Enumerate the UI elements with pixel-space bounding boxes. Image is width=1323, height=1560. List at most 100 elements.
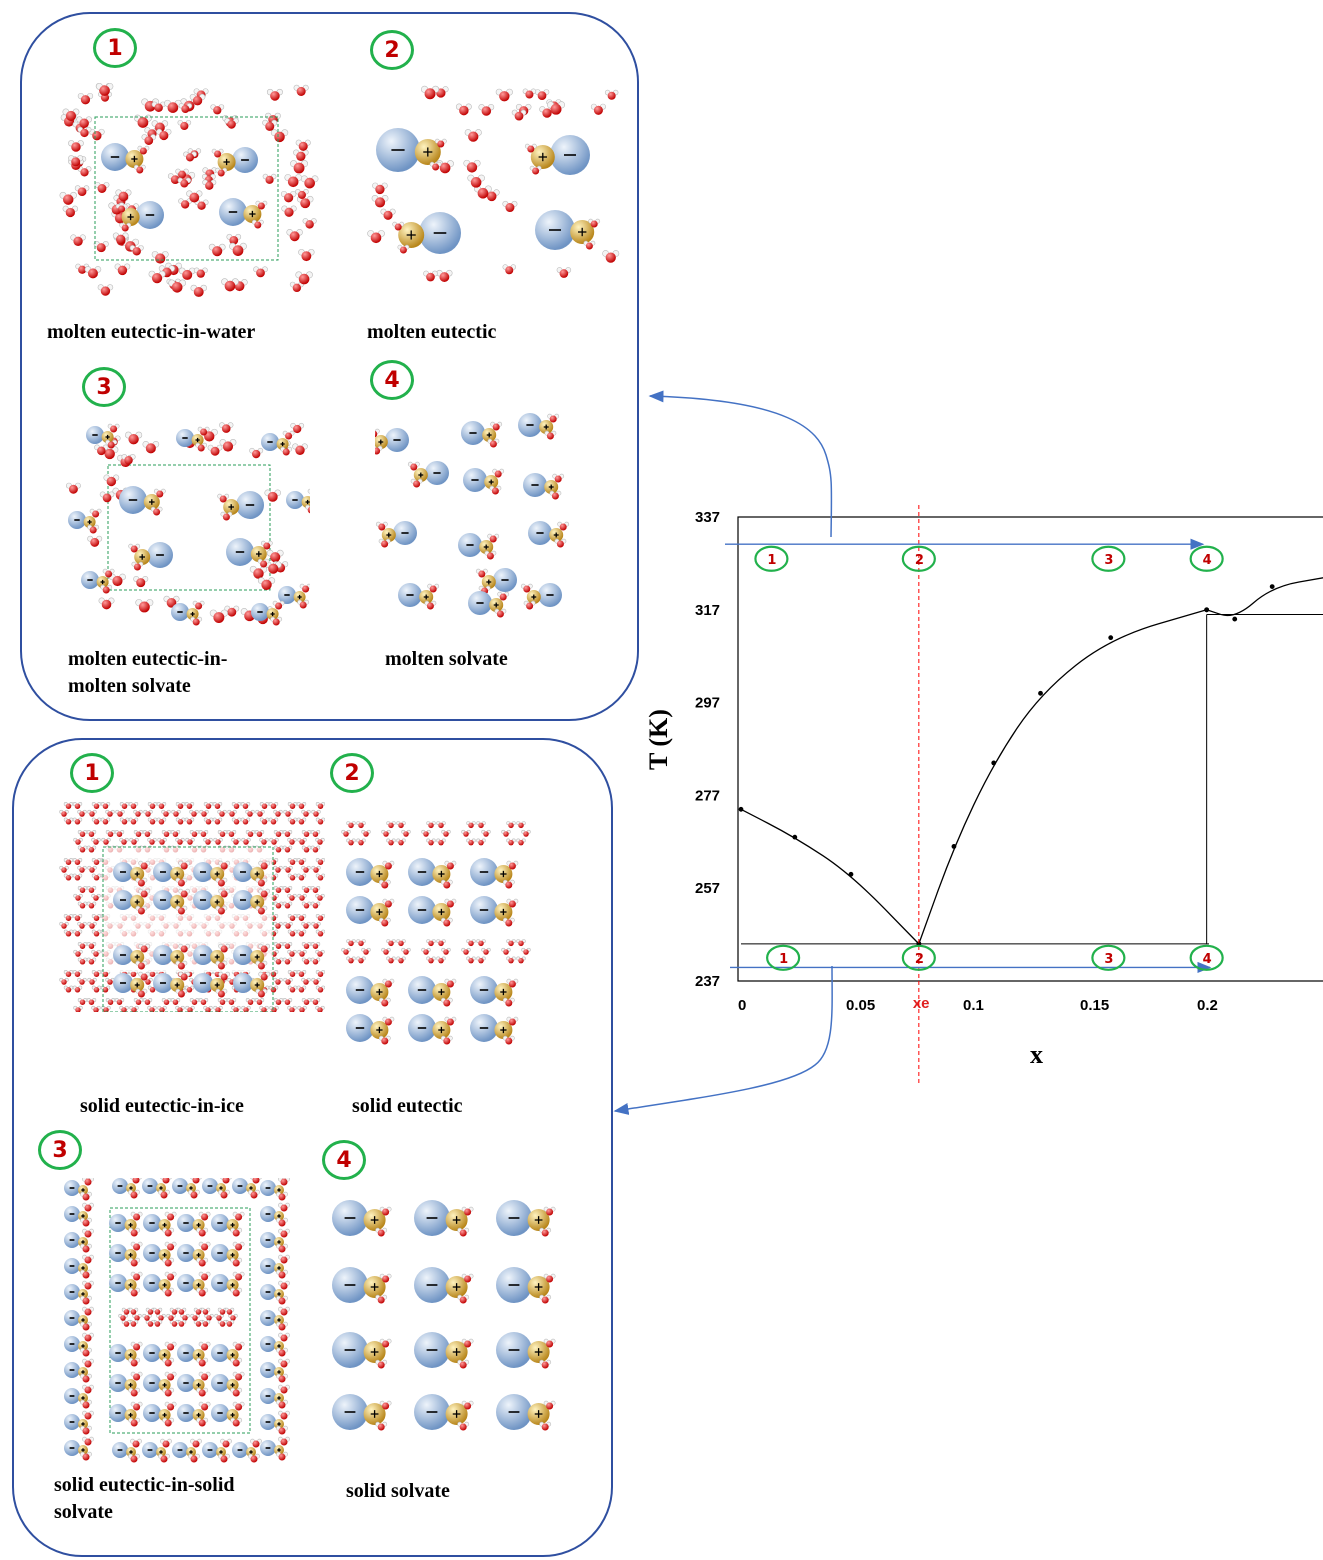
- anion-sphere: [176, 429, 194, 447]
- water-molecule: [215, 877, 228, 887]
- water-molecule: [255, 988, 268, 998]
- water-molecule: [229, 242, 247, 256]
- water-molecule: [287, 929, 298, 937]
- water-molecule: [276, 1243, 288, 1253]
- water-molecule: [162, 1417, 175, 1427]
- water-molecule: [282, 830, 293, 837]
- cation-sphere: [170, 895, 185, 909]
- water-molecule: [59, 809, 69, 817]
- water-molecule: [266, 549, 284, 563]
- water-molecule: [260, 540, 273, 550]
- water-molecule: [301, 957, 312, 965]
- water-molecule: [157, 837, 167, 845]
- water-molecule: [254, 998, 265, 1005]
- water-molecule: [476, 956, 486, 964]
- water-molecule: [224, 1307, 235, 1315]
- water-molecule: [487, 438, 500, 448]
- cation-sphere: [527, 1209, 550, 1231]
- caption-solid-eutectic: solid eutectic: [352, 1095, 463, 1117]
- water-molecule: [80, 1347, 92, 1357]
- water-molecule: [171, 809, 181, 817]
- cation-sphere: [216, 1183, 226, 1193]
- water-molecule: [150, 506, 163, 516]
- cation-sphere: [210, 978, 225, 992]
- cation-sphere: [549, 528, 564, 542]
- state-number-badge: 4: [322, 1140, 366, 1180]
- water-molecule: [287, 837, 297, 845]
- water-molecule: [161, 809, 171, 817]
- solid-eutectic-in-solid-solvate-illustration: [60, 1178, 305, 1463]
- anion-sphere: [233, 945, 253, 965]
- water-molecule: [346, 821, 356, 829]
- water-molecule: [156, 128, 172, 141]
- anion-sphere: [153, 890, 173, 910]
- water-molecule: [436, 821, 446, 829]
- water-molecule: [506, 939, 516, 947]
- anion-sphere: [468, 591, 492, 615]
- water-molecule: [94, 181, 110, 193]
- anion-sphere: [346, 896, 374, 924]
- anion-sphere: [113, 945, 133, 965]
- water-molecule: [315, 970, 325, 977]
- caption-line: molten solvate: [68, 675, 191, 697]
- anion-sphere: [177, 1214, 195, 1232]
- water-molecule: [516, 939, 526, 947]
- water-molecule: [87, 865, 97, 873]
- water-molecule: [99, 491, 115, 503]
- water-molecule: [273, 809, 283, 817]
- water-molecule: [529, 165, 542, 175]
- state-number-badge: 3: [82, 367, 126, 407]
- water-molecule: [240, 802, 251, 809]
- water-molecule: [77, 901, 88, 909]
- water-molecule: [259, 837, 269, 845]
- water-molecule: [262, 119, 278, 131]
- water-molecule: [396, 956, 406, 964]
- state-marker-label: 4: [1203, 952, 1212, 967]
- water-molecule: [143, 809, 153, 817]
- water-molecule: [175, 1005, 185, 1012]
- cation-sphere: [414, 139, 441, 165]
- water-molecule: [138, 860, 151, 870]
- water-molecule: [255, 960, 268, 970]
- water-molecule: [82, 1332, 94, 1342]
- water-molecule: [82, 1384, 94, 1394]
- cation-sphere: [432, 903, 451, 921]
- anion-sphere: [233, 890, 253, 910]
- data-point: [1038, 690, 1043, 696]
- water-molecule: [121, 1307, 132, 1315]
- water-molecule: [130, 1401, 143, 1411]
- molten-solvate-illustration: [375, 405, 590, 620]
- water-molecule: [196, 1387, 209, 1397]
- water-molecule: [74, 185, 90, 197]
- water-molecule: [506, 821, 516, 829]
- water-molecule: [386, 956, 396, 964]
- cation-sphere: [530, 145, 555, 169]
- x-tick-label: 0.05: [846, 997, 875, 1014]
- anion-sphere: [470, 896, 498, 924]
- anion-sphere: [143, 1344, 161, 1362]
- cation-sphere: [293, 591, 306, 603]
- anion-sphere: [64, 1362, 80, 1378]
- water-molecule: [259, 802, 270, 809]
- water-molecule: [378, 997, 391, 1007]
- cation-sphere: [130, 895, 145, 909]
- water-molecule: [346, 956, 356, 964]
- water-molecule: [378, 879, 391, 889]
- cation-sphere: [527, 1341, 550, 1363]
- water-molecule: [381, 829, 391, 837]
- water-molecule: [175, 837, 185, 845]
- water-molecule: [481, 829, 491, 837]
- cation-sphere: [274, 1185, 284, 1195]
- anion-sphere: [109, 1374, 127, 1392]
- anion-sphere: [233, 973, 253, 993]
- water-molecule: [164, 1371, 177, 1381]
- state-number-badge: 1: [93, 28, 137, 68]
- anion-sphere: [260, 1206, 276, 1222]
- water-molecule: [86, 957, 97, 965]
- anion-sphere: [136, 201, 164, 229]
- cation-sphere: [192, 1249, 205, 1261]
- water-molecule: [128, 817, 139, 825]
- anion-sphere: [177, 1244, 195, 1262]
- water-molecule: [494, 608, 507, 618]
- molten-eutectic-in-molten-solvate-illustration: [65, 420, 310, 630]
